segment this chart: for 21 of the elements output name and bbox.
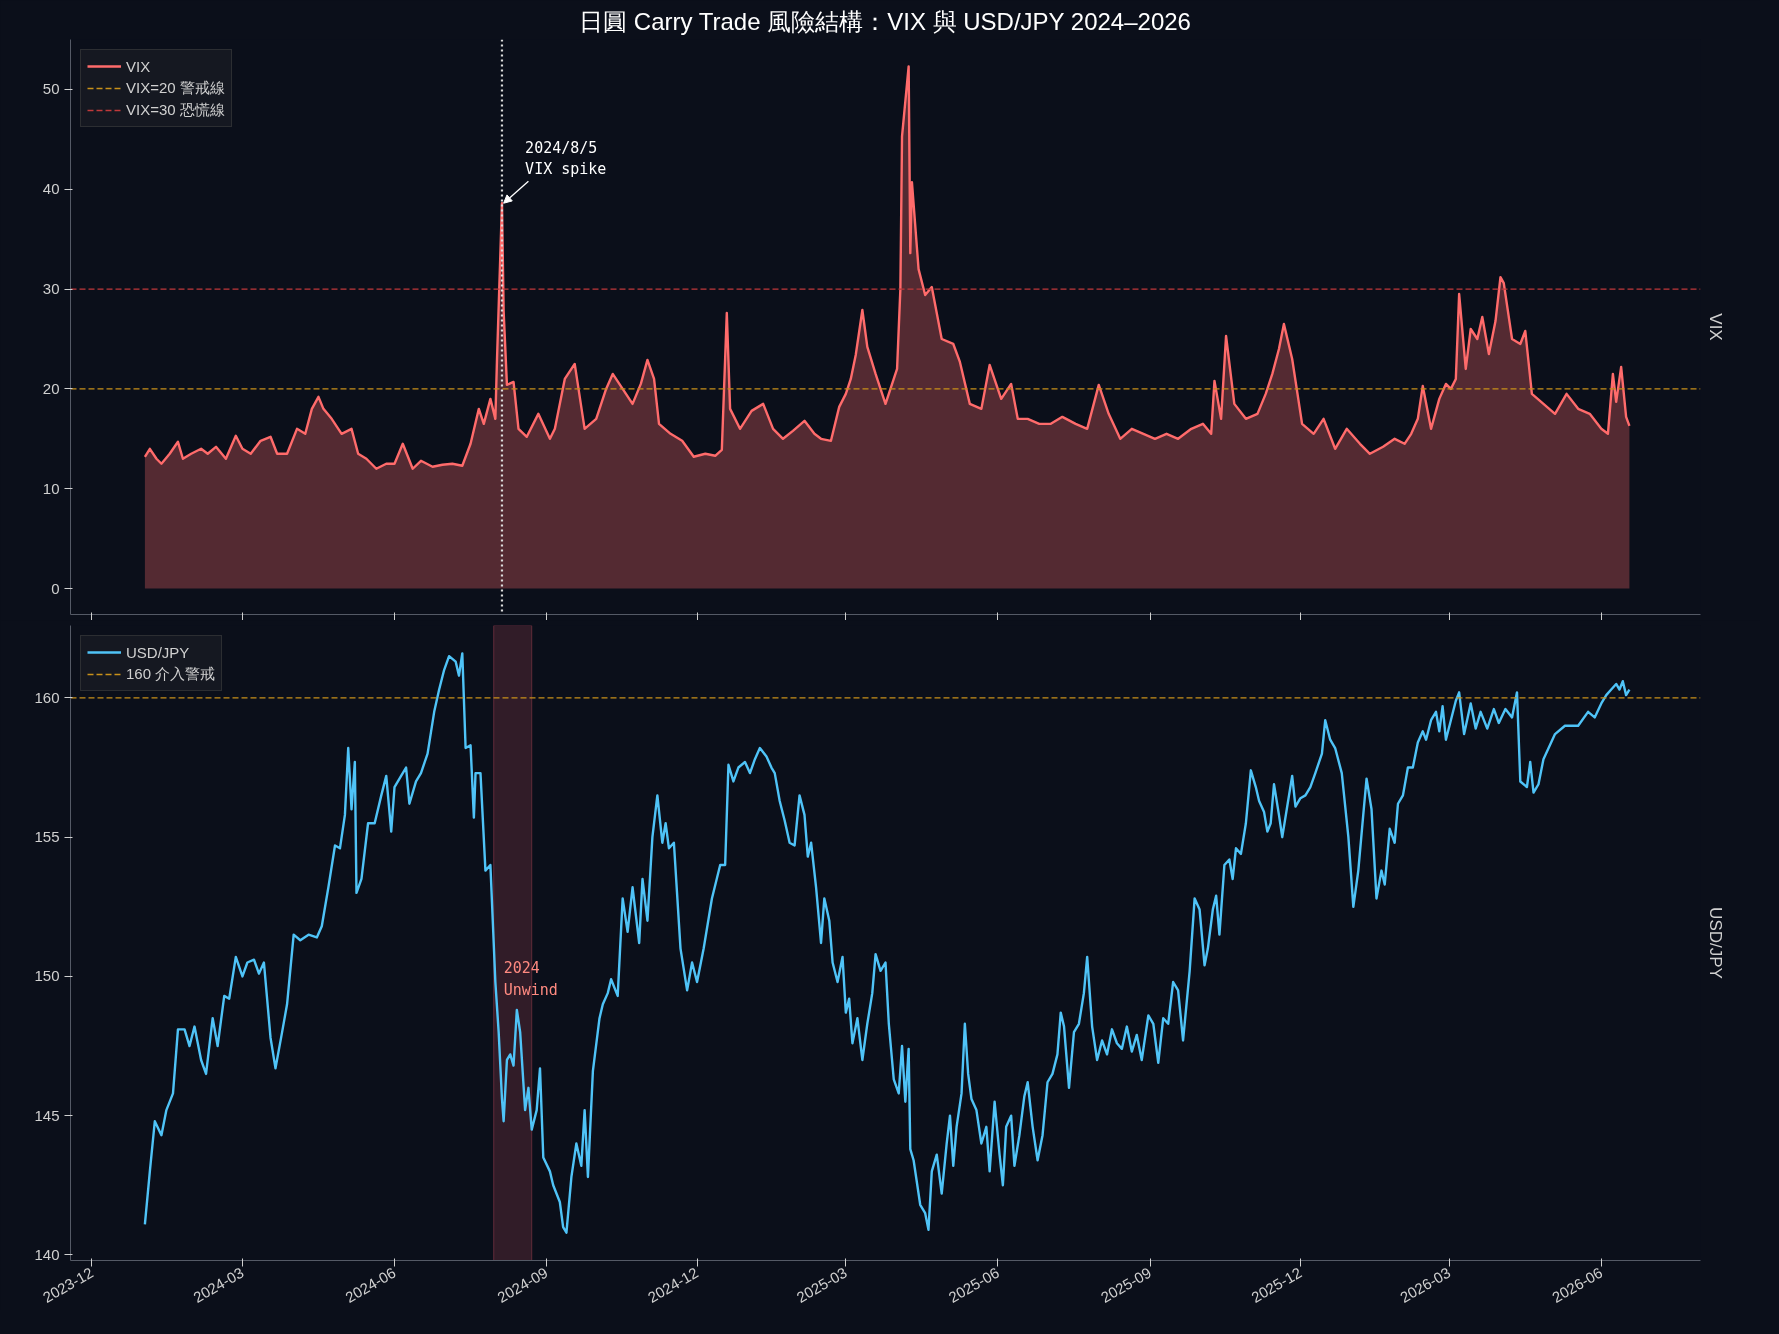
y-tick-label: 145 xyxy=(34,1106,60,1124)
legend-label: VIX=30 恐慌線 xyxy=(126,100,225,120)
y-tick-label: 155 xyxy=(34,828,60,846)
y-tick-label: 10 xyxy=(42,479,60,497)
chart-title: 日圓 Carry Trade 風險結構：VIX 與 USD/JPY 2024–2026 xyxy=(579,7,1191,35)
legend-label: USD/JPY xyxy=(126,643,190,661)
legend-label: VIX=20 警戒線 xyxy=(126,78,225,98)
y-axis-title: VIX xyxy=(1705,313,1725,341)
annotation: 2024/8/5 VIX spike xyxy=(525,138,607,179)
y-tick-label: 50 xyxy=(42,80,60,98)
legend-label: 160 介入警戒 xyxy=(126,664,216,684)
y-tick-label: 40 xyxy=(42,180,60,198)
y-tick-label: 20 xyxy=(42,379,60,397)
y-tick-label: 150 xyxy=(34,967,60,985)
band-label: 2024 Unwind xyxy=(503,959,558,999)
y-tick-label: 30 xyxy=(42,280,60,298)
legend-label: VIX xyxy=(126,57,151,75)
y-tick-label: 160 xyxy=(34,688,60,706)
y-tick-label: 0 xyxy=(51,579,60,597)
y-tick-label: 140 xyxy=(34,1245,60,1263)
y-axis-title: USD/JPY xyxy=(1705,907,1725,979)
